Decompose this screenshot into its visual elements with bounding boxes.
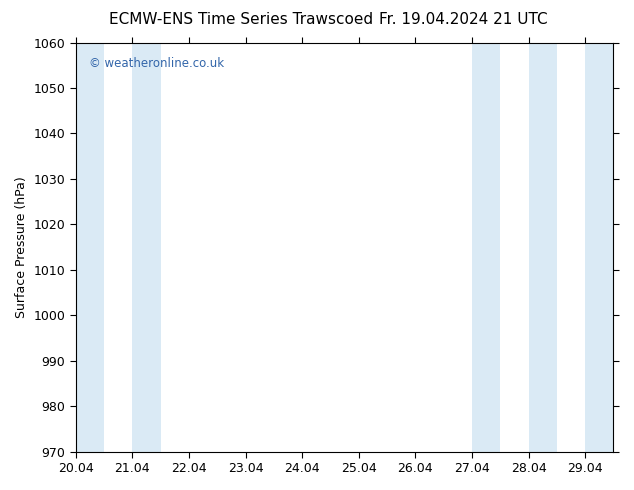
Text: ECMW-ENS Time Series Trawscoed: ECMW-ENS Time Series Trawscoed [109, 12, 373, 27]
Bar [585, 43, 614, 452]
Bar [472, 43, 500, 452]
Text: © weatheronline.co.uk: © weatheronline.co.uk [89, 57, 224, 70]
Bar [76, 43, 104, 452]
Bar [133, 43, 161, 452]
Text: Fr. 19.04.2024 21 UTC: Fr. 19.04.2024 21 UTC [378, 12, 547, 27]
Bar [529, 43, 557, 452]
Y-axis label: Surface Pressure (hPa): Surface Pressure (hPa) [15, 176, 28, 318]
